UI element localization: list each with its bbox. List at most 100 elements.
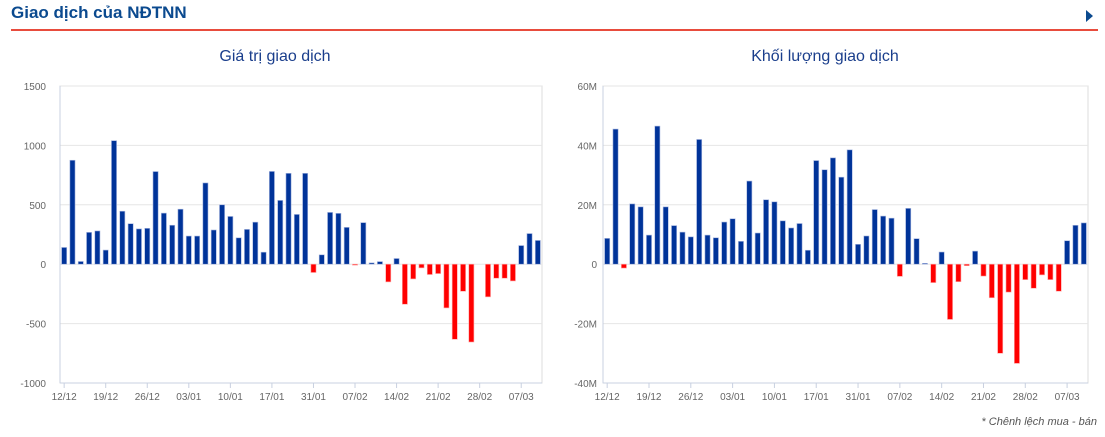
bar <box>1080 222 1087 265</box>
bar <box>402 263 408 305</box>
bar <box>310 263 317 273</box>
bar <box>838 176 845 265</box>
section-header: Giao dịch của NĐTNN <box>11 0 1098 31</box>
bar <box>210 229 217 265</box>
x-tick-label: 26/12 <box>135 392 160 403</box>
bar <box>302 173 309 265</box>
bar <box>177 208 184 265</box>
bar <box>763 199 769 265</box>
bar <box>460 263 466 292</box>
bar <box>435 263 441 274</box>
x-tick-label: 17/01 <box>804 392 829 403</box>
bar <box>662 206 669 265</box>
bar <box>285 173 292 265</box>
chart-title: Khối lượng giao dịch <box>751 48 899 65</box>
x-tick-label: 26/12 <box>678 392 703 403</box>
bar <box>293 214 300 265</box>
bar <box>244 229 250 265</box>
bar <box>269 171 275 265</box>
bar <box>679 231 686 265</box>
bar <box>501 263 508 279</box>
y-tick-label: -500 <box>26 320 46 331</box>
bar <box>930 263 937 283</box>
bar <box>997 263 1004 354</box>
bar <box>277 200 284 265</box>
x-tick-label: 19/12 <box>636 392 661 403</box>
y-tick-label: -1000 <box>20 379 46 390</box>
y-tick-label: -20M <box>574 320 597 331</box>
bar <box>721 221 728 265</box>
bar <box>360 222 367 265</box>
bar <box>393 258 400 265</box>
triangle-right-icon[interactable] <box>1086 10 1093 22</box>
chart-title: Giá trị giao dịch <box>219 48 331 65</box>
bar <box>260 251 267 265</box>
bar <box>169 224 176 265</box>
value-chart-svg: -1000 -500 0 500 1000 1500 12/12 19/12 26/12 03/0… <box>20 82 543 403</box>
bar <box>604 238 611 265</box>
bar <box>855 244 861 265</box>
bar <box>202 182 209 265</box>
x-tick-label: 31/01 <box>846 392 871 403</box>
y-tick-label: 1500 <box>24 82 47 93</box>
bar <box>1030 263 1037 289</box>
section-title: Giao dịch của NĐTNN <box>11 3 187 22</box>
bar <box>1047 263 1054 280</box>
bar <box>343 227 350 265</box>
bar <box>161 212 167 265</box>
bar <box>729 218 736 265</box>
x-tick-label: 12/12 <box>595 392 620 403</box>
bar <box>888 217 895 265</box>
bar <box>443 263 450 309</box>
footnote: * Chênh lệch mua - bán <box>981 416 1097 428</box>
bar <box>687 236 694 265</box>
y-tick-label: 0 <box>591 260 597 271</box>
bar <box>913 238 920 265</box>
bar <box>94 230 101 265</box>
bar <box>510 263 516 282</box>
bar <box>518 245 525 265</box>
bar <box>152 171 159 265</box>
x-tick-label: 07/03 <box>509 392 534 403</box>
bar <box>526 233 533 265</box>
y-tick-label: 1000 <box>24 141 47 152</box>
x-tick-label: 21/02 <box>971 392 996 403</box>
bar <box>227 216 234 265</box>
bar <box>955 263 962 283</box>
y-tick-label: 20M <box>578 201 597 212</box>
bar <box>426 263 433 275</box>
x-tick-label: 07/03 <box>1055 392 1080 403</box>
bar <box>637 206 644 265</box>
bar <box>804 249 811 265</box>
bar <box>1005 263 1012 293</box>
bar <box>972 250 979 265</box>
bar <box>61 247 68 265</box>
bar <box>1039 263 1045 276</box>
bar <box>385 263 392 283</box>
bar <box>796 223 803 265</box>
x-tick-label: 10/01 <box>218 392 243 403</box>
bar <box>1064 240 1070 265</box>
bar <box>185 235 192 265</box>
bar <box>451 263 458 340</box>
bar <box>77 261 84 265</box>
bar <box>493 263 500 279</box>
bar <box>830 157 836 265</box>
x-tick-label: 31/01 <box>301 392 326 403</box>
bar <box>821 169 828 265</box>
bar <box>788 227 795 265</box>
bar <box>219 204 225 265</box>
bar <box>704 234 711 265</box>
bar <box>646 234 652 265</box>
bar <box>779 220 786 265</box>
y-tick-label: 40M <box>578 141 597 152</box>
x-tick-label: 12/12 <box>52 392 77 403</box>
bar <box>746 180 753 265</box>
bar <box>963 263 970 266</box>
bar <box>846 149 853 265</box>
bar <box>111 140 117 265</box>
bar <box>368 262 375 265</box>
bar <box>938 251 945 265</box>
x-tick-label: 28/02 <box>1013 392 1038 403</box>
bar <box>377 261 383 265</box>
